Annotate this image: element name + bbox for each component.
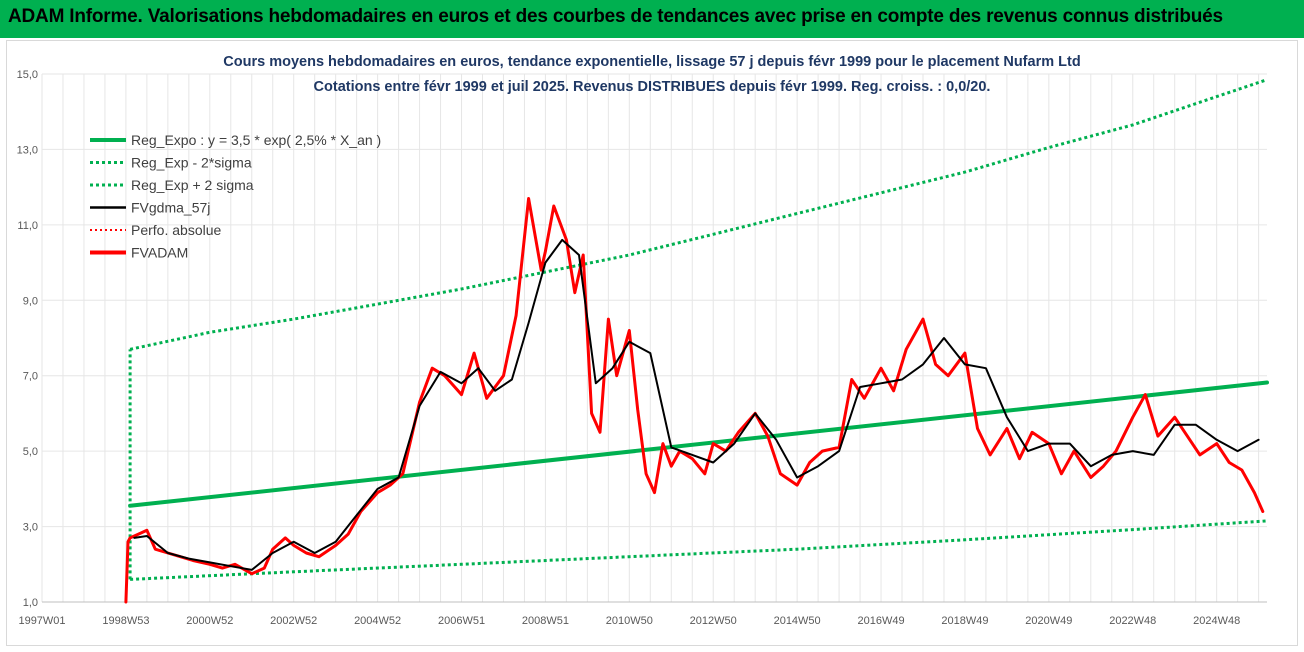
x-tick-label: 2016W49	[857, 615, 904, 627]
y-tick-label: 9,0	[23, 295, 38, 307]
series-reg-exp-minus-2sigma	[130, 519, 1268, 581]
x-tick-label: 2022W48	[1109, 615, 1156, 627]
x-tick-label: 2020W49	[1025, 615, 1072, 627]
x-tick-label: 2002W52	[270, 615, 317, 627]
series-fvadam	[124, 197, 1265, 604]
chart-title: Cours moyens hebdomadaires en euros, ten…	[223, 54, 1081, 70]
legend-perfo-absolue-label: Perfo. absolue	[131, 222, 221, 238]
chart-subtitle: Cotations entre févr 1999 et juil 2025. …	[313, 79, 991, 95]
series-reg-exp-plus-2sigma	[129, 78, 1268, 351]
x-tick-label: 2006W51	[438, 615, 485, 627]
legend-reg-exp-minus-label: Reg_Exp - 2*sigma	[131, 155, 252, 171]
chart-area-border	[6, 40, 1298, 646]
x-tick-label: 2004W52	[354, 615, 401, 627]
x-tick-label: 2014W50	[774, 615, 821, 627]
x-tick-label: 2008W51	[522, 615, 569, 627]
legend-reg-exp-plus-label: Reg_Exp + 2 sigma	[131, 177, 254, 193]
x-tick-label: 1997W01	[18, 615, 65, 627]
y-tick-label: 15,0	[17, 69, 38, 81]
y-tick-label: 11,0	[17, 220, 38, 232]
y-tick-label: 13,0	[17, 144, 38, 156]
y-tick-label: 3,0	[23, 522, 38, 534]
x-tick-label: 2024W48	[1193, 615, 1240, 627]
x-tick-label: 2010W50	[606, 615, 653, 627]
y-tick-label: 1,0	[23, 597, 38, 609]
legend-fvadam-label: FVADAM	[131, 245, 188, 261]
header-title: ADAM Informe. Valorisations hebdomadaire…	[8, 6, 1223, 27]
y-tick-label: 7,0	[23, 371, 38, 383]
x-tick-label: 2018W49	[941, 615, 988, 627]
x-tick-label: 2000W52	[186, 615, 233, 627]
series-reg-expo	[128, 380, 1269, 508]
header-bar: ADAM Informe. Valorisations hebdomadaire…	[0, 0, 1304, 38]
series-fvgdma-57j	[133, 238, 1260, 571]
y-tick-label: 5,0	[23, 446, 38, 458]
x-tick-label: 1998W53	[102, 615, 149, 627]
legend-fvgdma-label: FVgdma_57j	[131, 200, 210, 216]
x-tick-label: 2012W50	[690, 615, 737, 627]
legend-reg-expo-label: Reg_Expo : y = 3,5 * exp( 2,5% * X_an )	[131, 132, 381, 148]
